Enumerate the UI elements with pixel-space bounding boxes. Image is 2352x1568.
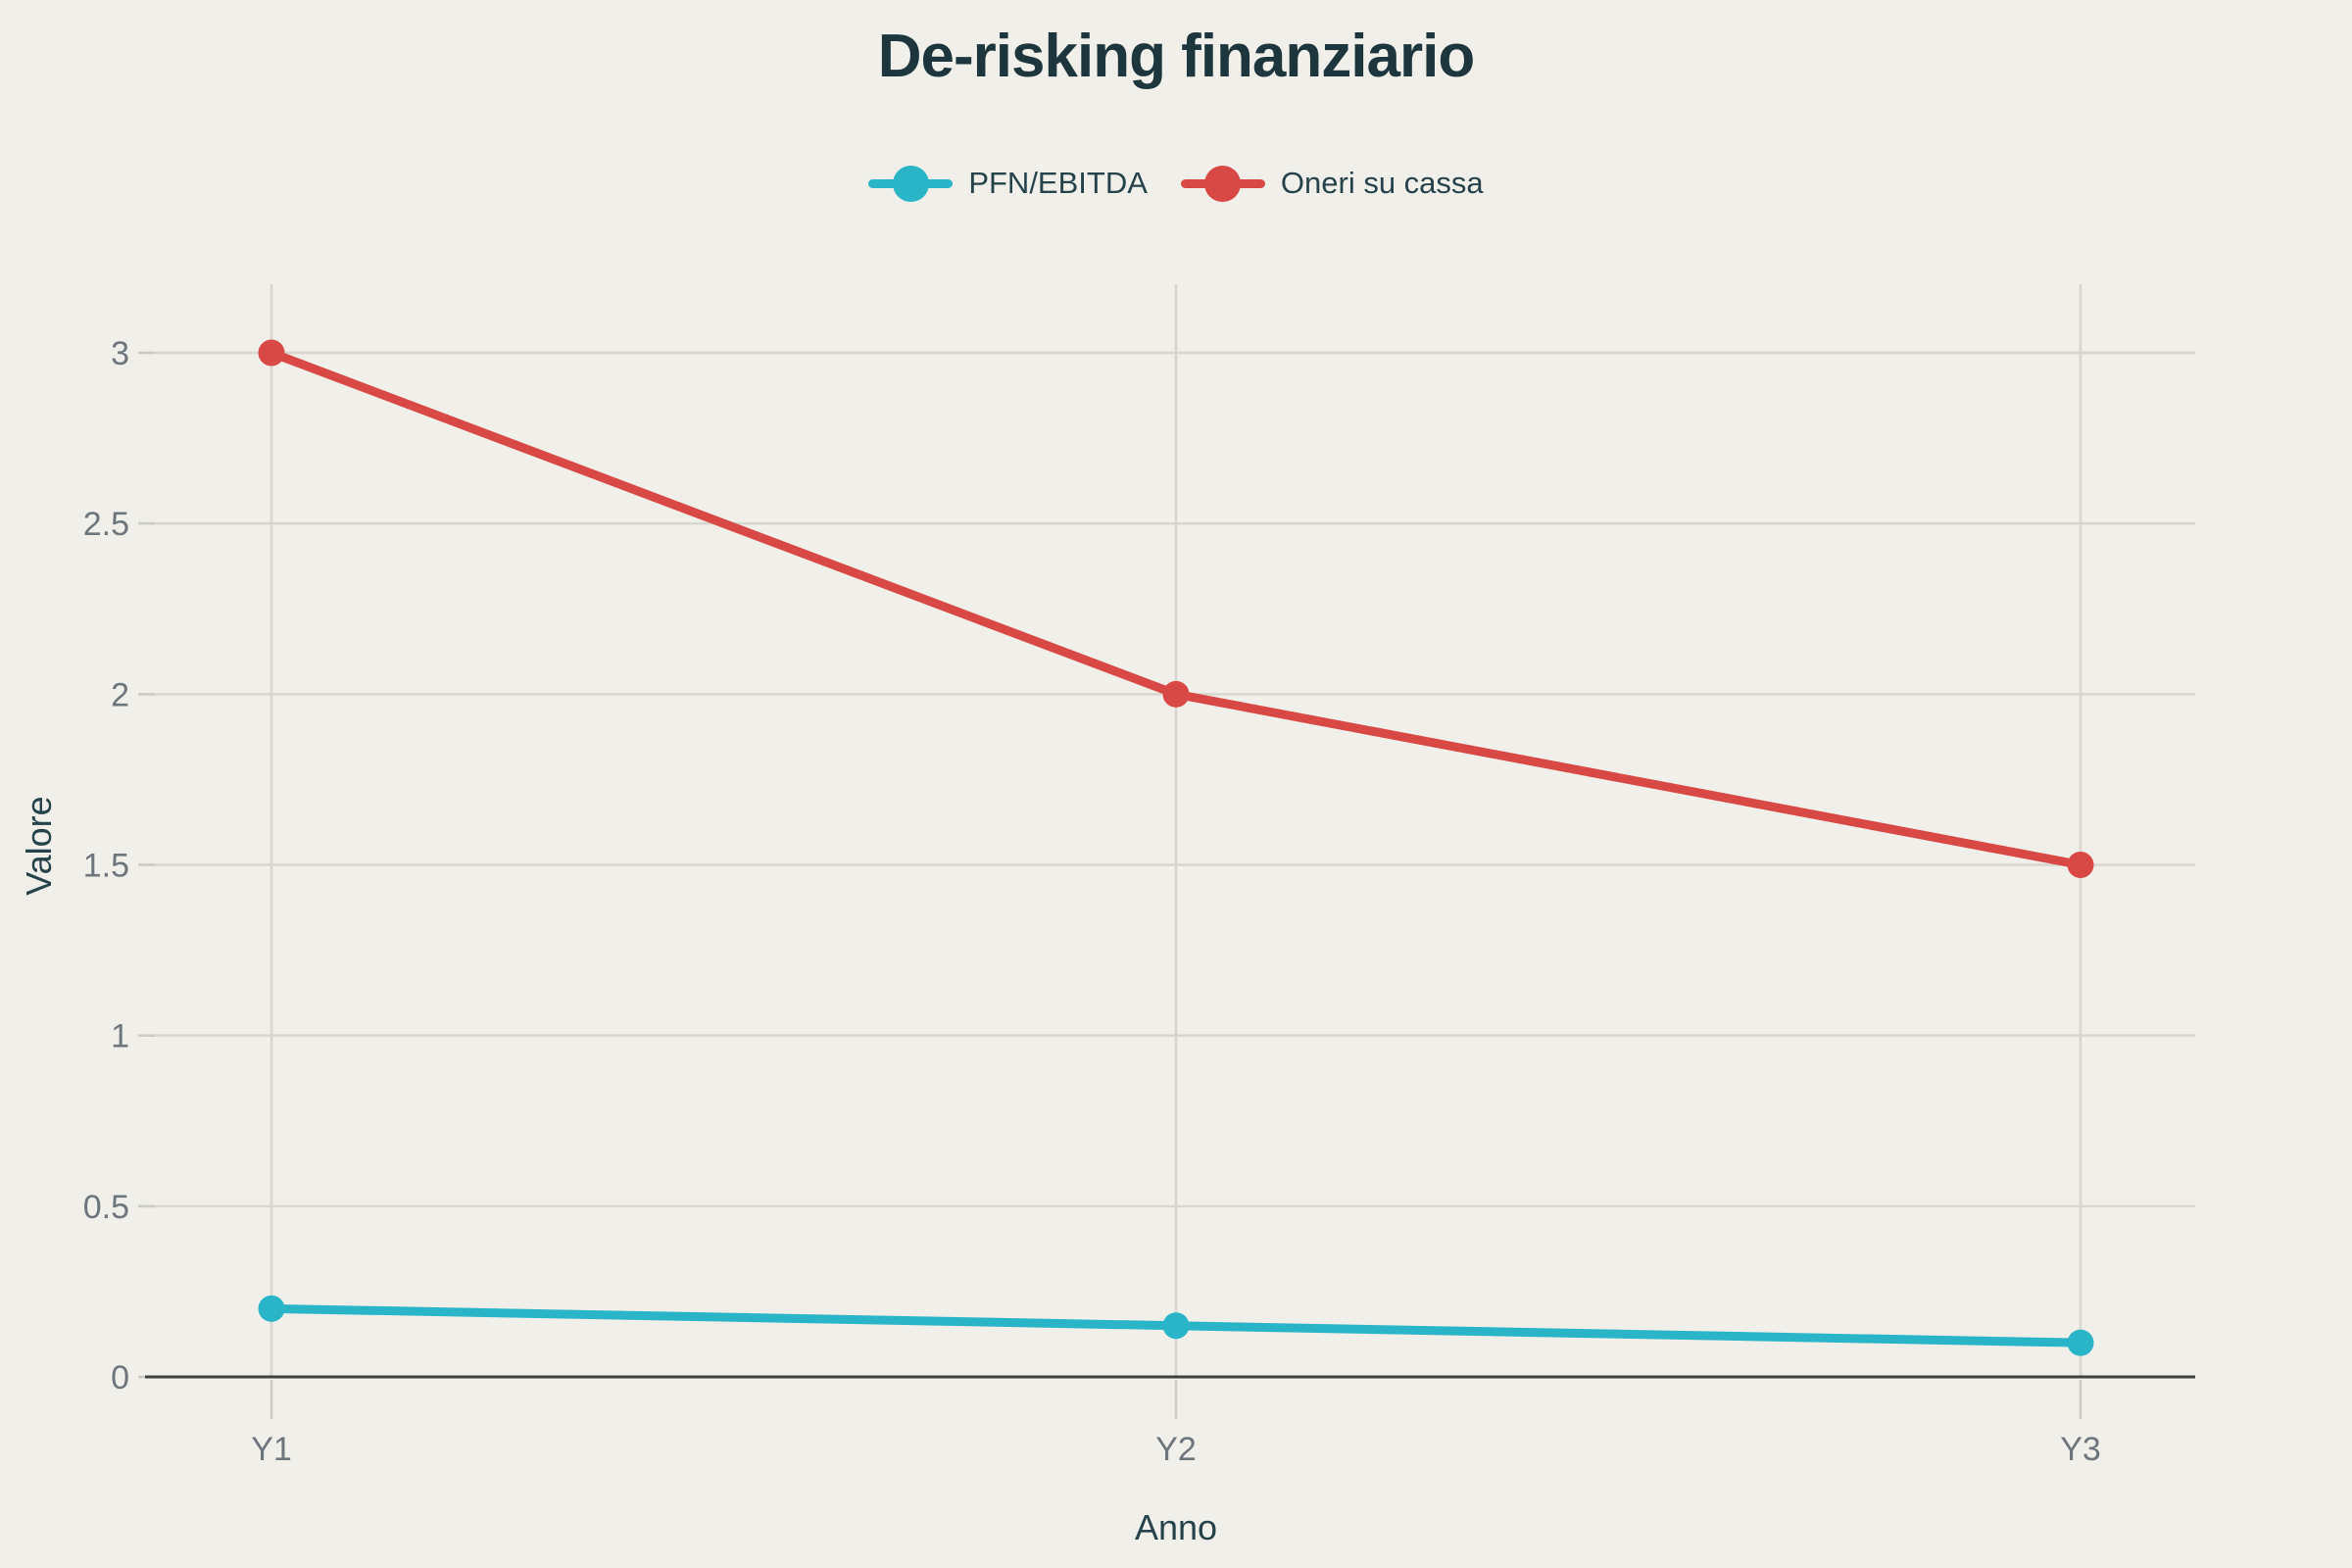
y-tick-label-0.5: 0.5: [83, 1189, 129, 1226]
data-point-1-Y3: [2067, 852, 2094, 878]
data-point-0-Y2: [1162, 1312, 1190, 1340]
legend-label: Oneri su cassa: [1280, 166, 1484, 200]
legend-item-0[interactable]: PFN/EBITDA: [868, 165, 1148, 202]
data-point-1-Y1: [258, 339, 285, 367]
legend-marker-icon: [868, 165, 954, 202]
y-axis-title: Valore: [19, 796, 59, 896]
data-point-1-Y2: [1162, 680, 1190, 708]
y-tick-label-2: 2: [111, 676, 129, 713]
data-point-0-Y1: [258, 1295, 285, 1322]
y-tick-label-3: 3: [111, 335, 129, 372]
y-tick-label-0: 0: [111, 1359, 129, 1396]
x-tick-label-Y2: Y2: [1155, 1431, 1197, 1468]
data-point-0-Y3: [2067, 1329, 2094, 1356]
y-tick-label-1.5: 1.5: [83, 848, 129, 885]
x-tick-label-Y1: Y1: [251, 1431, 292, 1468]
legend-label: PFN/EBITDA: [968, 166, 1148, 200]
legend-marker-icon: [1180, 165, 1265, 202]
legend-item-1[interactable]: Oneri su cassa: [1180, 165, 1484, 202]
x-axis-title: Anno: [1134, 1507, 1218, 1547]
x-tick-label-Y3: Y3: [2060, 1431, 2101, 1468]
y-tick-label-2.5: 2.5: [83, 506, 129, 543]
legend: PFN/EBITDA Oneri su cassa: [0, 165, 2352, 202]
chart-title: De-risking finanziario: [877, 23, 1475, 90]
y-tick-label-1: 1: [111, 1018, 129, 1055]
